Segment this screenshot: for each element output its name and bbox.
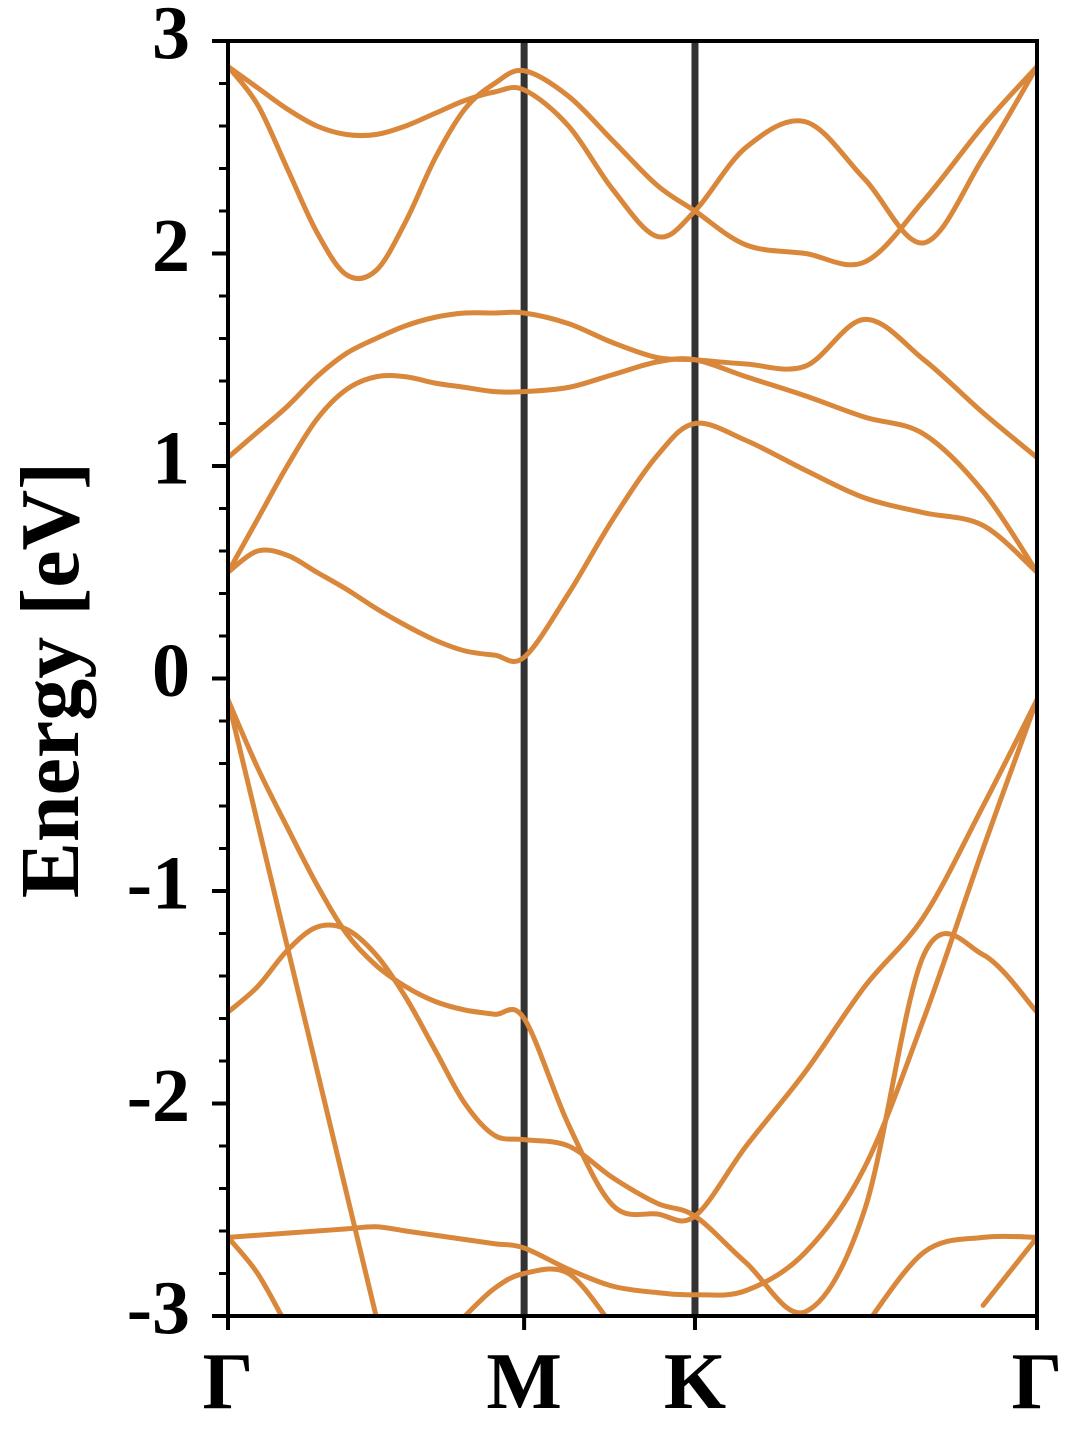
y-tick-label: 3 bbox=[152, 0, 190, 75]
bands bbox=[228, 64, 1037, 1316]
grid bbox=[520, 41, 699, 1316]
y-tick-label: 0 bbox=[152, 629, 190, 713]
y-tick-label: 1 bbox=[152, 416, 190, 500]
band-line bbox=[228, 420, 1037, 664]
y-tick-label: -1 bbox=[127, 841, 190, 925]
x-tick-label: Γ bbox=[1012, 1338, 1063, 1426]
x-tick-label: M bbox=[486, 1338, 562, 1426]
y-tick-label: 2 bbox=[152, 204, 190, 288]
x-tick-label: K bbox=[664, 1338, 726, 1426]
band-line bbox=[228, 697, 1037, 1298]
plot-frame bbox=[226, 39, 1039, 1318]
band-line bbox=[228, 922, 1037, 1316]
band-line bbox=[228, 356, 1037, 575]
band-line bbox=[228, 64, 1037, 246]
y-tick-label: -3 bbox=[127, 1266, 190, 1350]
band-line bbox=[228, 697, 379, 1316]
band-line bbox=[869, 1233, 1037, 1316]
band-line bbox=[228, 309, 1037, 460]
band-line bbox=[228, 64, 1037, 282]
band-line bbox=[228, 1234, 1037, 1316]
band-line bbox=[228, 697, 1037, 1224]
y-tick-label: -2 bbox=[127, 1054, 190, 1138]
x-tick-label: Γ bbox=[203, 1338, 254, 1426]
y-axis-label: Energy [eV] bbox=[4, 462, 97, 898]
